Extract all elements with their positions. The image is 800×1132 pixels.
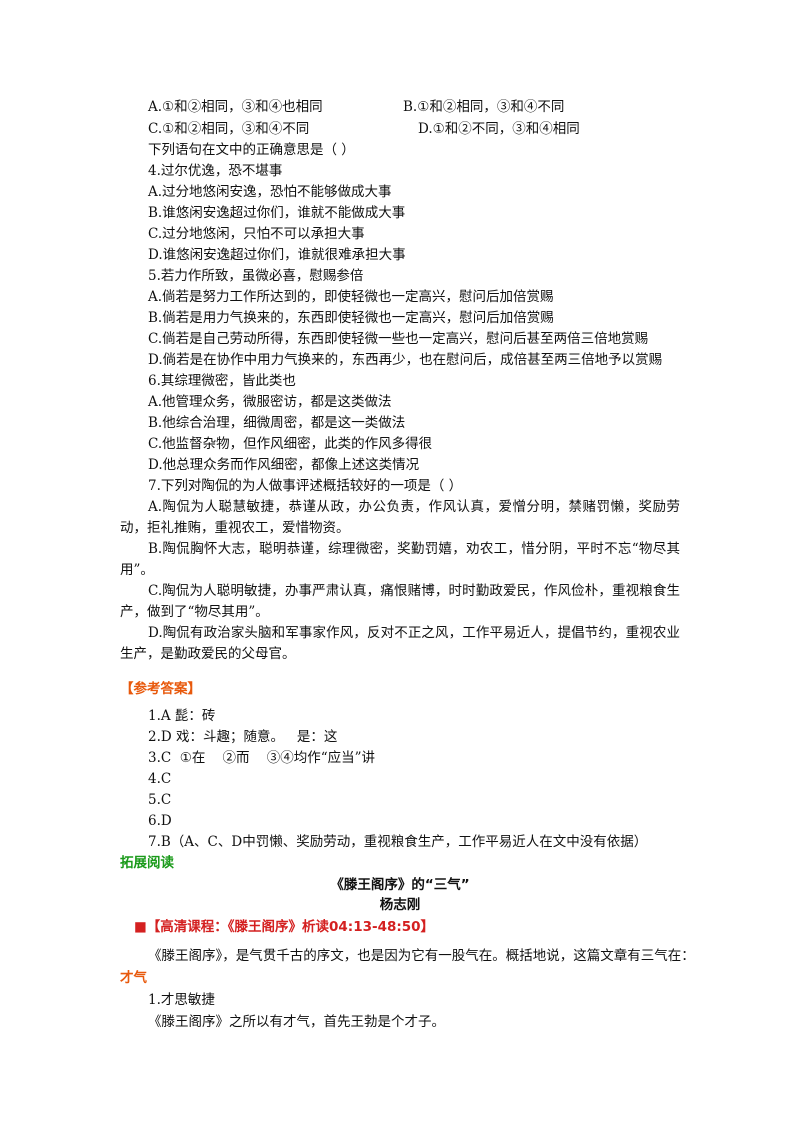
option: A.①和②相同，③和④也相同 <box>148 99 323 115</box>
option: A.陶侃为人聪慧敏捷，恭谨从政，办公负责，作风认真，爱憎分明，禁赌罚懒，奖励劳动… <box>120 499 680 536</box>
course-link[interactable]: ■【高清课程：《滕王阁序》析读04:13-48:50】 <box>134 919 435 935</box>
question-prompt: 下列语句在文中的正确意思是（ ） <box>148 142 355 158</box>
option: C.过分地悠闲，只怕不可以承担大事 <box>148 226 365 242</box>
question-stem: 4.过尔优逸，恐不堪事 <box>148 163 283 179</box>
section-heading: 才气 <box>120 970 147 986</box>
option: B.陶侃胸怀大志，聪明恭谨，综理微密，奖勤罚嬉，劝农工，惜分阴，平时不忘“物尽其… <box>120 541 680 578</box>
option: B.谁悠闲安逸超过你们，谁就不能做成大事 <box>148 205 406 221</box>
article-title: 《滕王阁序》的“三气” <box>330 877 470 893</box>
answer: 5.C <box>148 792 172 808</box>
option: C.①和②相同，③和④不同 <box>148 121 310 137</box>
option: C.他监督杂物，但作风细密，此类的作风多得很 <box>148 436 433 452</box>
option: B.他综合治理，细微周密，都是这一类做法 <box>148 415 406 431</box>
option: B.倘若是用力气换来的，东西即使轻微也一定高兴，慰问后加倍赏赐 <box>148 310 554 326</box>
option: D.①和②不同，③和④相同 <box>418 121 580 137</box>
article-author: 杨志刚 <box>379 897 421 913</box>
question-stem: 5.若力作所致，虽微必喜，慰赐参倍 <box>148 268 364 284</box>
option: D.陶侃有政治家头脑和军事家作风，反对不正之风，工作平易近人，提倡节约，重视农业… <box>120 625 680 662</box>
answer: 3.C ①在 ②而 ③④均作“应当”讲 <box>148 750 376 766</box>
option: D.他总理众务而作风细密，都像上述这类情况 <box>148 457 420 473</box>
option: D.谁悠闲安逸超过你们，谁就很难承担大事 <box>148 247 406 263</box>
paragraph: 《滕王阁序》，是气贯千古的序文，也是因为它有一股气在。概括地说，这篇文章有三气在… <box>148 948 695 964</box>
question-stem: 6.其综理微密，皆此类也 <box>148 373 296 389</box>
extension-header: 拓展阅读 <box>120 855 174 871</box>
subsection-heading: 1.才思敏捷 <box>148 992 215 1008</box>
answer: 2.D 戏：斗趣；随意。 是：这 <box>148 729 338 745</box>
answer: 4.C <box>148 771 172 787</box>
answer: 6.D <box>148 813 172 829</box>
option: A.他管理众务，微服密访，都是这类做法 <box>148 394 392 410</box>
answer-header: 【参考答案】 <box>120 681 201 697</box>
option: D.倘若是在协作中用力气换来的，东西再少，也在慰问后，成倍甚至两三倍地予以赏赐 <box>148 352 663 368</box>
option: C.倘若是自己劳动所得，东西即使轻微一些也一定高兴，慰问后甚至两倍三倍地赏赐 <box>148 331 649 347</box>
question-stem: 7.下列对陶侃的为人做事评述概括较好的一项是（ ） <box>148 478 463 494</box>
answer: 7.B（A、C、D中罚懒、奖励劳动，重视粮食生产，工作平易近人在文中没有依据） <box>148 834 648 850</box>
option: B.①和②相同，③和④不同 <box>403 99 565 115</box>
paragraph: 《滕王阁序》之所以有才气，首先王勃是个才子。 <box>148 1014 445 1030</box>
answer: 1.A 髭：砖 <box>148 708 216 724</box>
option: C.陶侃为人聪明敏捷，办事严肃认真，痛恨赌博，时时勤政爱民，作风俭朴，重视粮食生… <box>120 583 680 620</box>
option: A.倘若是努力工作所达到的，即使轻微也一定高兴，慰问后加倍赏赐 <box>148 289 554 305</box>
option: A.过分地悠闲安逸，恐怕不能够做成大事 <box>148 184 392 200</box>
